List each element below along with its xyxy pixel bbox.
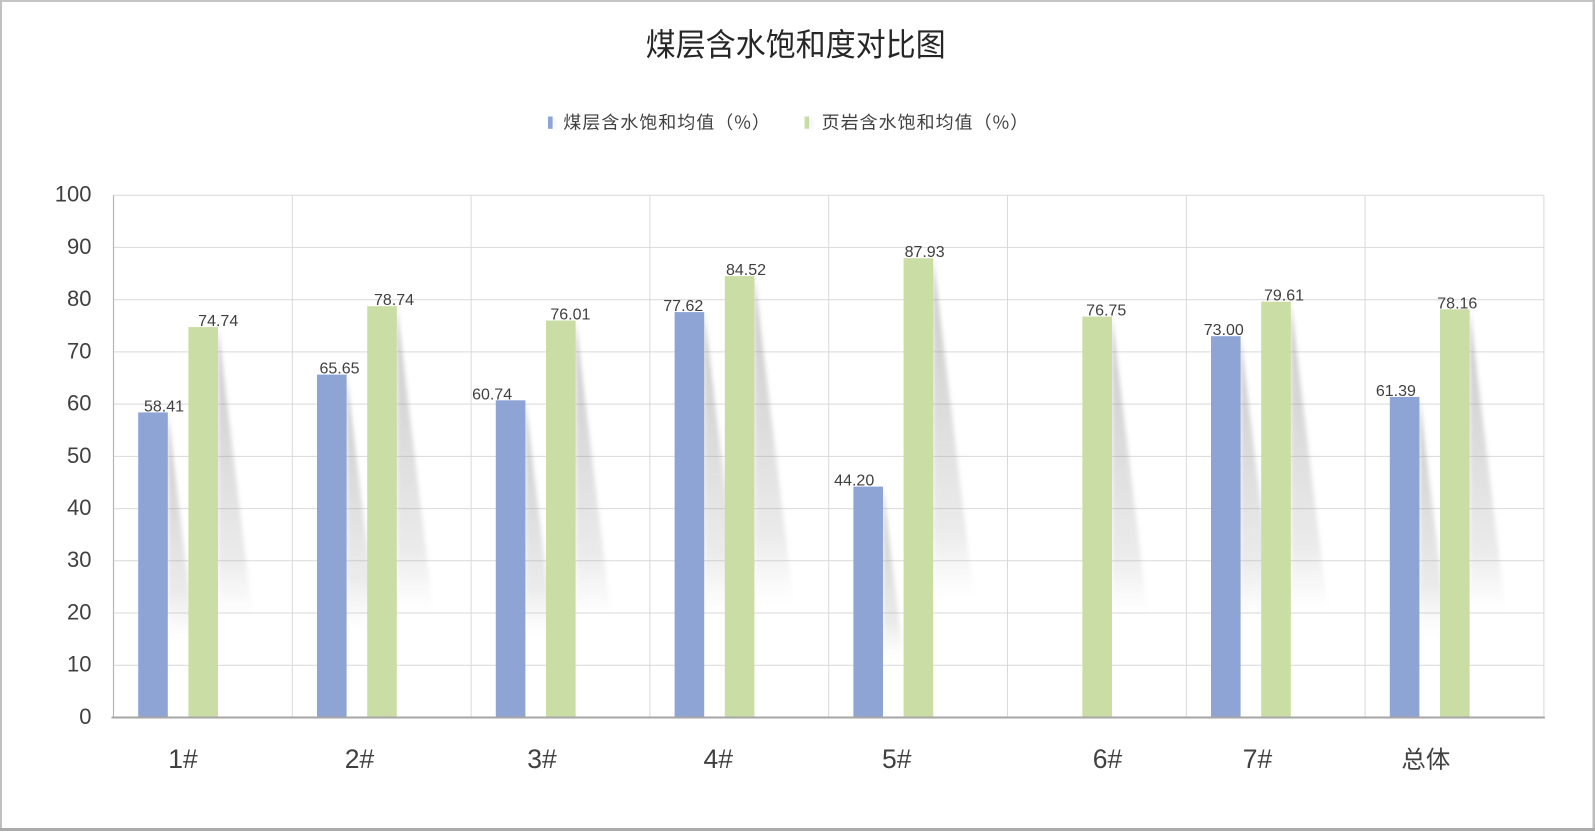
svg-text:3#: 3#	[527, 744, 557, 774]
svg-text:80: 80	[67, 286, 91, 311]
svg-text:44.20: 44.20	[834, 473, 874, 490]
svg-text:58.41: 58.41	[144, 398, 184, 415]
svg-text:74.74: 74.74	[198, 313, 238, 330]
svg-text:77.62: 77.62	[663, 298, 703, 315]
svg-text:4#: 4#	[704, 744, 734, 774]
svg-text:7#: 7#	[1243, 744, 1273, 774]
svg-text:100: 100	[55, 182, 92, 207]
svg-text:20: 20	[67, 599, 91, 624]
svg-text:6#: 6#	[1093, 744, 1123, 774]
svg-text:50: 50	[67, 443, 91, 468]
svg-text:60.74: 60.74	[472, 386, 512, 403]
svg-text:1#: 1#	[168, 744, 198, 774]
svg-text:78.16: 78.16	[1437, 295, 1477, 312]
svg-text:78.74: 78.74	[374, 292, 414, 309]
svg-text:0: 0	[79, 704, 91, 729]
svg-text:76.01: 76.01	[550, 307, 590, 324]
svg-text:84.52: 84.52	[726, 262, 766, 279]
svg-text:61.39: 61.39	[1376, 383, 1416, 400]
svg-text:79.61: 79.61	[1264, 288, 1304, 305]
svg-text:60: 60	[67, 391, 91, 416]
svg-text:70: 70	[67, 338, 91, 363]
svg-text:87.93: 87.93	[905, 244, 945, 261]
svg-text:90: 90	[67, 234, 91, 259]
svg-text:76.75: 76.75	[1086, 303, 1126, 320]
svg-text:2#: 2#	[345, 744, 375, 774]
svg-text:73.00: 73.00	[1204, 322, 1244, 339]
svg-text:40: 40	[67, 495, 91, 520]
svg-text:5#: 5#	[882, 744, 912, 774]
svg-text:65.65: 65.65	[319, 361, 359, 378]
svg-text:30: 30	[67, 547, 91, 572]
svg-text:10: 10	[67, 652, 91, 677]
